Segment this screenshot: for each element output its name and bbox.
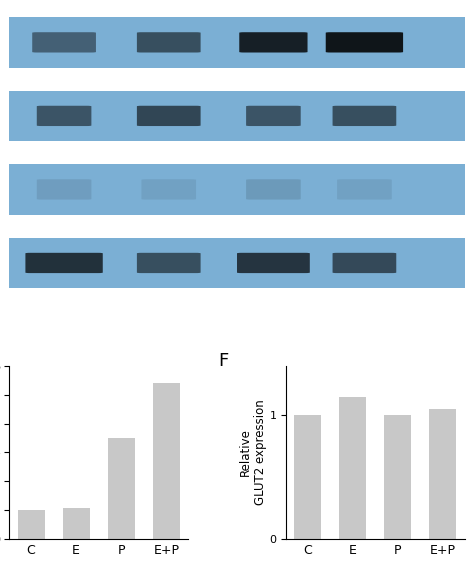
Bar: [108, 438, 135, 539]
Text: F: F: [218, 352, 228, 370]
FancyBboxPatch shape: [333, 106, 396, 126]
Y-axis label: Relative
GLUT2 expression: Relative GLUT2 expression: [238, 400, 266, 505]
Bar: [339, 397, 366, 539]
FancyBboxPatch shape: [137, 253, 201, 273]
FancyBboxPatch shape: [326, 32, 403, 53]
FancyBboxPatch shape: [32, 32, 96, 53]
FancyBboxPatch shape: [246, 106, 301, 126]
FancyBboxPatch shape: [239, 32, 308, 53]
FancyBboxPatch shape: [246, 179, 301, 200]
Bar: [18, 510, 45, 539]
FancyBboxPatch shape: [337, 179, 392, 200]
FancyBboxPatch shape: [141, 179, 196, 200]
Bar: [384, 416, 411, 539]
Bar: [294, 416, 321, 539]
Bar: [153, 383, 180, 539]
Bar: [63, 509, 90, 539]
Bar: [429, 409, 456, 539]
FancyBboxPatch shape: [37, 179, 91, 200]
FancyBboxPatch shape: [237, 253, 310, 273]
FancyBboxPatch shape: [137, 32, 201, 53]
FancyBboxPatch shape: [26, 253, 103, 273]
FancyBboxPatch shape: [37, 106, 91, 126]
FancyBboxPatch shape: [137, 106, 201, 126]
FancyBboxPatch shape: [333, 253, 396, 273]
